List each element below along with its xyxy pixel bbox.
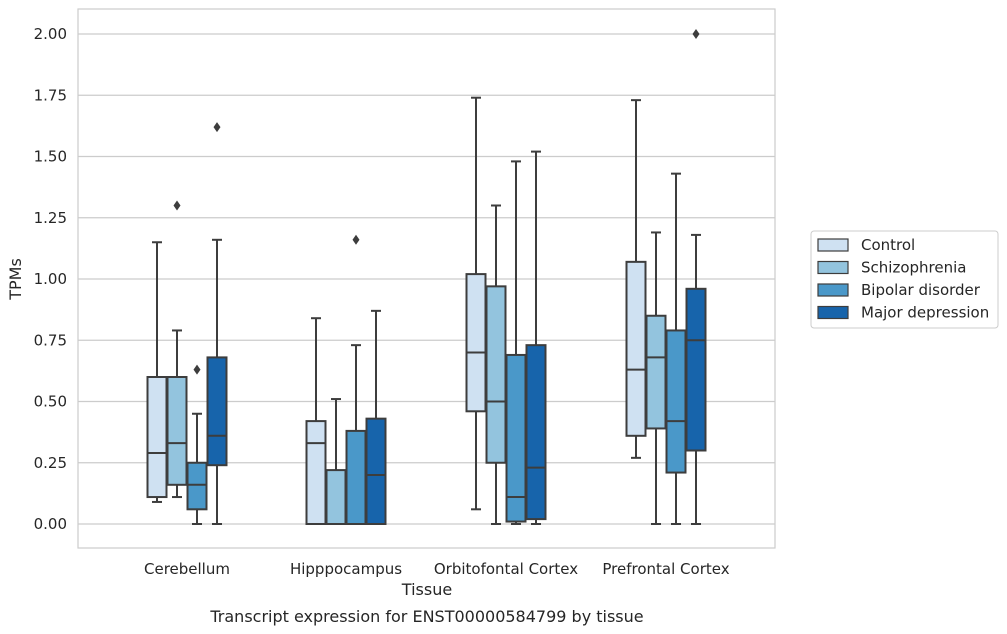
box-group	[645, 231, 667, 525]
y-axis-title: TPMs	[6, 258, 25, 301]
box-group	[146, 241, 168, 503]
box-iqr	[206, 356, 228, 467]
outlier-point	[193, 364, 201, 375]
outlier-point	[173, 200, 181, 211]
legend: Control Schizophrenia Bipolar disorder Majo…	[810, 230, 999, 329]
outlier-point	[352, 234, 360, 245]
box-group	[305, 317, 327, 526]
legend-swatch	[817, 305, 849, 320]
y-tick-labels: 0.00 0.25 0.50 0.75 1.00 1.25 1.50 1.75 2.00	[34, 25, 67, 533]
outlier-point	[692, 29, 700, 39]
x-tick-labels: Cerebellum Hipppocampus Orbitofontal Corte…	[144, 560, 730, 578]
box-group	[505, 160, 527, 525]
legend-swatch	[817, 238, 849, 252]
plot-frame	[77, 8, 776, 549]
box-group	[365, 309, 387, 525]
box-group	[206, 122, 228, 525]
chart-caption: Transcript expression for ENST0000058479…	[209, 607, 643, 626]
box-iqr	[186, 461, 208, 511]
box-iqr	[645, 314, 667, 430]
y-tick-label: 0.00	[34, 515, 67, 533]
box-group	[625, 99, 647, 459]
box-iqr	[365, 417, 387, 525]
box-iqr	[146, 376, 168, 499]
box-iqr	[305, 420, 327, 526]
box-iqr	[665, 329, 687, 474]
box-group	[186, 364, 208, 525]
box-group	[166, 200, 188, 499]
outlier-point	[213, 122, 221, 133]
x-axis-title: Tissue	[401, 580, 452, 599]
boxes	[146, 29, 707, 526]
legend-label: Bipolar disorder	[861, 281, 981, 299]
y-tick-label: 0.50	[34, 393, 67, 411]
legend-frame	[810, 230, 999, 329]
legend-items: Control Schizophrenia Bipolar disorder Majo…	[817, 236, 989, 322]
y-tick-label: 0.25	[34, 454, 67, 472]
x-tick-label: Cerebellum	[144, 560, 230, 578]
legend-swatch	[817, 283, 849, 297]
x-tick-label: Hipppocampus	[290, 560, 402, 578]
box-iqr	[525, 344, 547, 521]
y-tick-label: 1.00	[34, 270, 67, 288]
y-tick-label: 2.00	[34, 25, 67, 43]
box-iqr	[166, 376, 188, 486]
box-group	[525, 150, 547, 525]
box-group	[325, 398, 347, 526]
box-group	[685, 29, 707, 525]
legend-label: Control	[861, 236, 915, 254]
x-tick-label: Prefrontal Cortex	[602, 560, 729, 578]
box-group	[345, 234, 367, 525]
x-tick-label: Orbitofontal Cortex	[434, 560, 578, 578]
box-group	[665, 172, 687, 525]
legend-label: Major depression	[861, 304, 989, 322]
box-iqr	[345, 429, 367, 525]
legend-label: Schizophrenia	[861, 259, 966, 277]
box-iqr	[465, 273, 487, 413]
box-iqr	[325, 469, 347, 526]
y-tick-label: 1.25	[34, 209, 67, 227]
legend-swatch	[817, 260, 849, 275]
y-tick-label: 1.75	[34, 86, 67, 104]
y-tick-label: 0.75	[34, 331, 67, 349]
y-tick-label: 1.50	[34, 148, 67, 166]
box-group	[465, 96, 487, 511]
box-iqr	[485, 285, 507, 464]
box-group	[485, 204, 507, 525]
box-iqr	[685, 287, 707, 452]
box-iqr	[625, 260, 647, 437]
